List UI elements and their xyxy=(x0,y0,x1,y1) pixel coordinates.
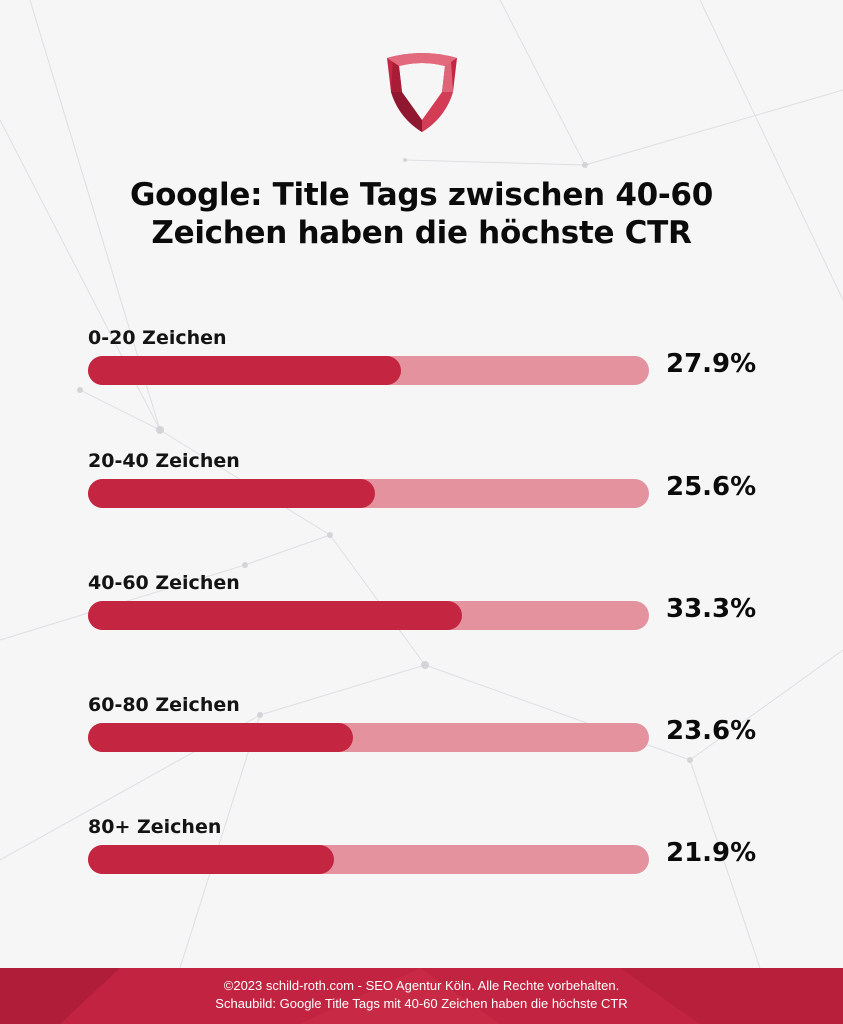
chart-title: Google: Title Tags zwischen 40-60 Zeiche… xyxy=(0,176,843,252)
bar-chart: 0-20 Zeichen 27.9% 20-40 Zeichen 25.6% 40-60… xyxy=(0,327,843,886)
caption-text: Schaubild: Google Title Tags mit 40-60 Z… xyxy=(215,996,628,1011)
category-label: 80+ Zeichen xyxy=(88,816,222,838)
bar-track xyxy=(88,479,649,508)
bar-track xyxy=(88,723,649,752)
value-label: 33.3% xyxy=(666,594,757,624)
chart-title-line-1: Google: Title Tags zwischen 40-60 xyxy=(130,177,713,213)
chart-title-line-2: Zeichen haben die höchste CTR xyxy=(151,215,692,251)
value-label: 23.6% xyxy=(666,716,757,746)
bar-fill xyxy=(88,479,375,508)
copyright-text: ©2023 schild-roth.com - SEO Agentur Köln… xyxy=(223,978,620,993)
category-label: 20-40 Zeichen xyxy=(88,450,240,472)
bar-row: 80+ Zeichen 21.9% xyxy=(0,816,843,886)
bar-row: 60-80 Zeichen 23.6% xyxy=(0,694,843,764)
category-label: 60-80 Zeichen xyxy=(88,694,240,716)
bar-row: 0-20 Zeichen 27.9% xyxy=(0,327,843,397)
value-label: 25.6% xyxy=(666,472,757,502)
footer-decoration xyxy=(0,968,843,1024)
value-label: 21.9% xyxy=(666,838,757,868)
bar-fill xyxy=(88,601,462,630)
value-label: 27.9% xyxy=(666,349,757,379)
bar-track xyxy=(88,845,649,874)
bar-track xyxy=(88,356,649,385)
category-label: 40-60 Zeichen xyxy=(88,572,240,594)
footer: ©2023 schild-roth.com - SEO Agentur Köln… xyxy=(0,968,843,1024)
category-label: 0-20 Zeichen xyxy=(88,327,227,349)
bar-row: 40-60 Zeichen 33.3% xyxy=(0,572,843,642)
bar-fill xyxy=(88,845,334,874)
bar-fill xyxy=(88,723,353,752)
footer-text: ©2023 schild-roth.com - SEO Agentur Köln… xyxy=(0,977,843,1013)
bar-track xyxy=(88,601,649,630)
shield-logo-icon xyxy=(387,53,457,132)
bar-row: 20-40 Zeichen 25.6% xyxy=(0,450,843,520)
bar-fill xyxy=(88,356,401,385)
